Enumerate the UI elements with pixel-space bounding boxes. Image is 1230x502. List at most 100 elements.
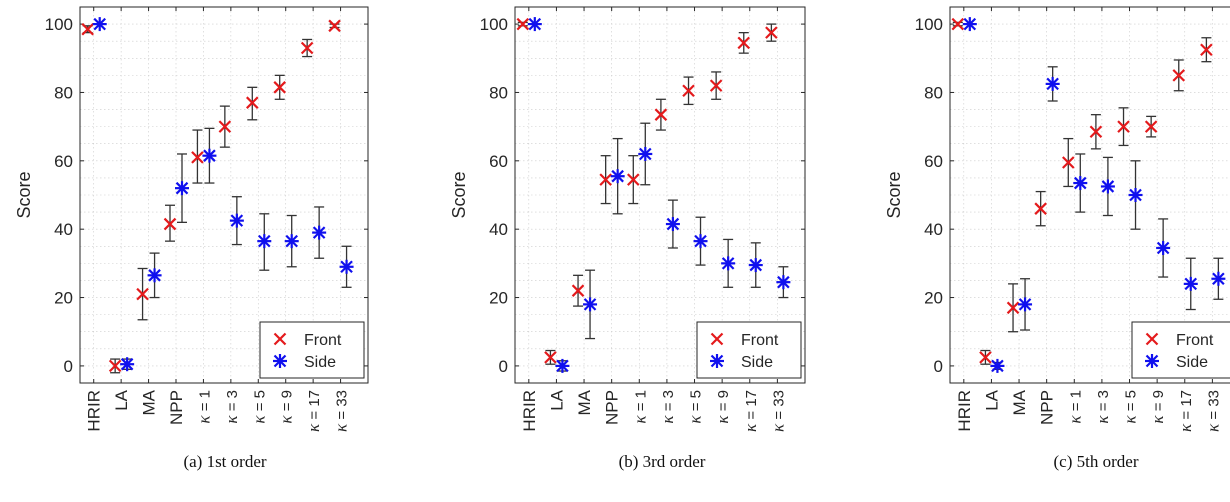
- front-marker: [709, 79, 723, 92]
- front-marker: [979, 351, 992, 364]
- y-axis-label: Score: [449, 171, 469, 218]
- legend-label: Side: [304, 354, 336, 371]
- kappa-symbol: κ: [741, 423, 760, 432]
- legend-box: [696, 321, 802, 379]
- side-marker: [1128, 188, 1143, 202]
- x-tick-label: κ = 5: [686, 390, 705, 424]
- plot-frame: [949, 6, 1230, 384]
- kappa-symbol: κ: [222, 415, 241, 424]
- legend-box: [259, 321, 365, 379]
- front-marker: [599, 173, 612, 186]
- kappa-symbol: κ: [1065, 415, 1084, 424]
- y-tick-label: 60: [489, 152, 508, 171]
- x-tick-label: κ = 5: [249, 390, 268, 424]
- y-tick-label: 20: [489, 289, 508, 308]
- kappa-symbol: κ: [1093, 415, 1112, 424]
- kappa-symbol: κ: [304, 423, 323, 432]
- side-marker: [229, 213, 244, 228]
- front-marker: [1089, 125, 1103, 139]
- y-tick-label: 20: [54, 289, 73, 308]
- x-tick-label: κ = 1: [1065, 390, 1084, 424]
- front-marker: [1200, 43, 1213, 57]
- x-tick-label: NPP: [167, 390, 186, 425]
- side-marker: [1183, 276, 1198, 291]
- x-tick-label: HRIR: [520, 390, 539, 432]
- side-marker: [990, 358, 1005, 373]
- side-marker: [748, 258, 763, 273]
- side-marker: [1100, 179, 1115, 194]
- x-tick-label: NPP: [1038, 390, 1057, 425]
- x-tick-label: κ = 1: [194, 390, 213, 424]
- front-marker: [654, 108, 668, 121]
- x-tick-label: HRIR: [85, 390, 104, 432]
- kappa-symbol: κ: [630, 415, 649, 424]
- side-marker: [202, 148, 217, 163]
- x-tick-label: κ = 5: [1121, 390, 1140, 424]
- legend: Front Side: [696, 321, 802, 379]
- side-marker: [1211, 271, 1226, 286]
- legend-marker-front: [273, 332, 287, 346]
- legend-marker-front: [710, 332, 724, 346]
- kappa-symbol: κ: [277, 415, 296, 424]
- kappa-value: = 3: [224, 390, 241, 415]
- side-marker: [147, 268, 162, 283]
- side-marker: [312, 225, 327, 240]
- x-tick-label: κ = 1: [630, 390, 649, 424]
- legend: Front Side: [1131, 321, 1230, 379]
- front-marker: [1117, 120, 1130, 133]
- kappa-symbol: κ: [332, 423, 351, 432]
- kappa-symbol: κ: [249, 415, 268, 424]
- x-tick-label: MA: [140, 389, 159, 415]
- kappa-value: = 3: [660, 390, 677, 415]
- kappa-value: = 9: [715, 390, 732, 415]
- kappa-value: = 5: [1123, 390, 1140, 415]
- side-marker: [583, 297, 598, 312]
- front-marker: [571, 284, 585, 297]
- front-marker: [246, 96, 259, 109]
- side-marker: [610, 169, 625, 184]
- kappa-value: = 33: [1205, 390, 1222, 424]
- front-marker: [191, 151, 204, 164]
- y-axis-label: Score: [14, 171, 34, 218]
- front-marker: [544, 351, 557, 364]
- side-marker: [527, 17, 542, 32]
- legend-marker-side: [710, 354, 724, 368]
- x-tick-label: κ = 33: [1203, 390, 1222, 432]
- legend-marker-front: [1145, 332, 1159, 346]
- legend-label: Front: [1176, 332, 1214, 349]
- x-tick-label: LA: [547, 389, 566, 410]
- x-tick-label: κ = 17: [1176, 390, 1195, 432]
- legend-box: [1131, 321, 1230, 379]
- kappa-value: = 33: [770, 390, 787, 424]
- x-tick-label: MA: [1010, 389, 1029, 415]
- side-marker: [776, 275, 791, 290]
- y-axis-label: Score: [884, 171, 904, 218]
- front-marker: [81, 22, 94, 36]
- x-tick-label: κ = 3: [658, 390, 677, 424]
- y-tick-label: 60: [924, 152, 943, 171]
- front-marker: [516, 17, 530, 31]
- front-marker: [1172, 69, 1186, 82]
- legend-marker-side: [273, 354, 287, 368]
- x-tick-label: κ = 17: [304, 390, 323, 432]
- y-tick-label: 40: [924, 220, 943, 239]
- x-tick-label: MA: [575, 389, 594, 415]
- y-tick-label: 100: [45, 15, 73, 34]
- side-marker: [1045, 76, 1060, 91]
- legend: Front Side: [259, 321, 365, 379]
- kappa-value: = 5: [251, 390, 268, 415]
- x-tick-label: LA: [982, 389, 1001, 410]
- side-marker: [1073, 176, 1088, 191]
- side-marker: [962, 17, 977, 32]
- kappa-value: = 33: [334, 390, 351, 424]
- front-marker: [163, 217, 177, 231]
- kappa-symbol: κ: [713, 415, 732, 424]
- kappa-value: = 5: [688, 390, 705, 415]
- kappa-symbol: κ: [194, 415, 213, 424]
- caption-b: (b) 3rd order: [618, 452, 706, 471]
- legend-label: Side: [741, 354, 773, 371]
- x-tick-label: κ = 3: [1093, 390, 1112, 424]
- kappa-value: = 17: [306, 390, 323, 424]
